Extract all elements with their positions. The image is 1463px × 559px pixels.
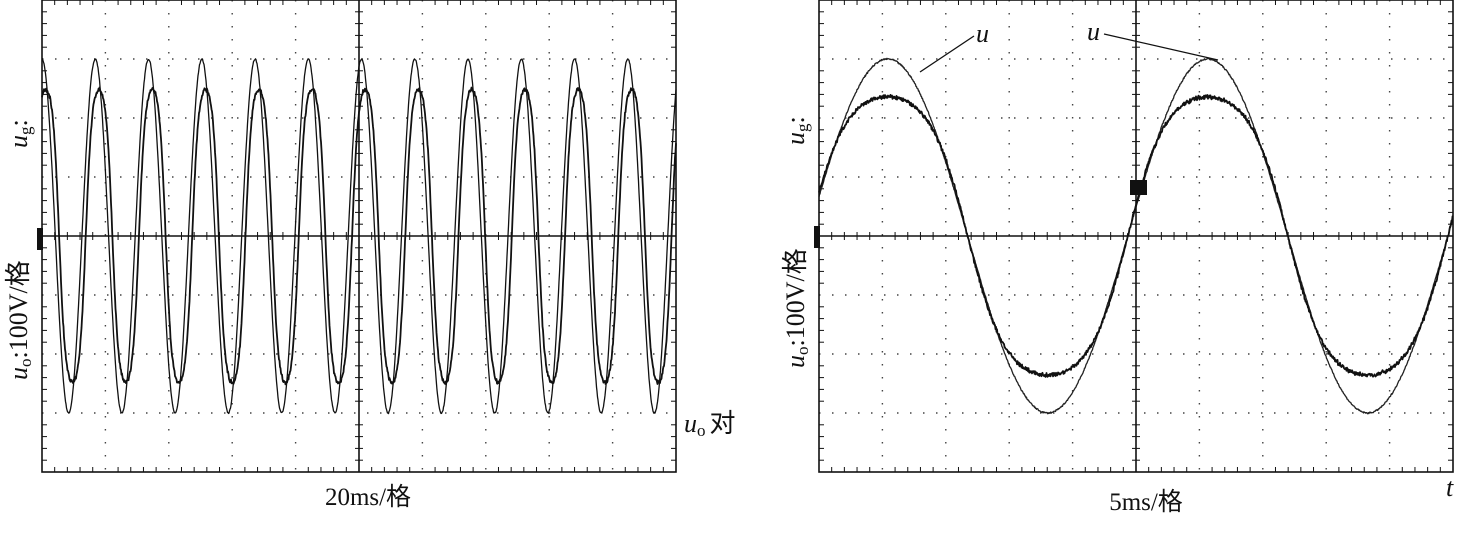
uo-annotation-left: uo 对 <box>684 409 736 440</box>
scope-panel-left: uo:100V/格 ug: 20ms/格 uo 对 <box>4 0 736 511</box>
ground-marker-right <box>814 226 820 248</box>
y-label-sub-ug-r: g <box>793 123 812 132</box>
y-label-scale-r: :100V/格 <box>781 248 810 346</box>
grid-right <box>819 0 1453 472</box>
scope-panel-right: uo:100V/格 ug: 5ms/格 t u u <box>781 0 1454 516</box>
y-axis-label-right-ug: ug: <box>781 116 812 145</box>
y-label-sep-ug-r: : <box>781 116 810 123</box>
uo-annotation-sub: o <box>697 421 706 440</box>
y-label-var-r: u <box>781 355 810 368</box>
y-label-var-ug: u <box>4 135 33 148</box>
trace-grid_voltage_ug-left <box>41 57 677 415</box>
curve-label-u-2: u <box>1087 17 1100 46</box>
traces-right <box>818 57 1454 415</box>
time-scale-right: 5ms/格 <box>1109 488 1183 516</box>
y-label-scale: :100V/格 <box>4 260 33 358</box>
y-axis-label-left-ug: ug: <box>4 119 35 148</box>
t-axis-label: t <box>1446 473 1454 502</box>
y-label-var-ug-r: u <box>781 132 810 145</box>
y-label-sub-r: o <box>793 347 812 356</box>
y-axis-label-left: uo:100V/格 <box>4 260 35 380</box>
grid-left <box>42 0 676 472</box>
trace-output_voltage_uo-left <box>41 86 677 386</box>
traces-left <box>41 57 677 415</box>
y-label-var: u <box>4 367 33 380</box>
time-scale-left: 20ms/格 <box>325 483 411 511</box>
y-label-sub-ug: g <box>16 126 35 135</box>
y-label-sub: o <box>16 359 35 368</box>
trace-output_voltage_uo-right <box>818 94 1454 378</box>
y-label-sep-ug: : <box>4 119 33 126</box>
trigger-marker-right <box>1130 180 1147 195</box>
ground-marker-left <box>37 228 43 250</box>
uo-annotation-var: u <box>684 409 697 438</box>
uo-annotation-text: 对 <box>710 409 736 438</box>
curve-label-u-1: u <box>976 19 989 48</box>
curve-label-u-2-leader <box>1103 33 1219 61</box>
y-axis-label-right: uo:100V/格 <box>781 248 812 368</box>
curve-label-u-1-leader <box>919 35 975 73</box>
